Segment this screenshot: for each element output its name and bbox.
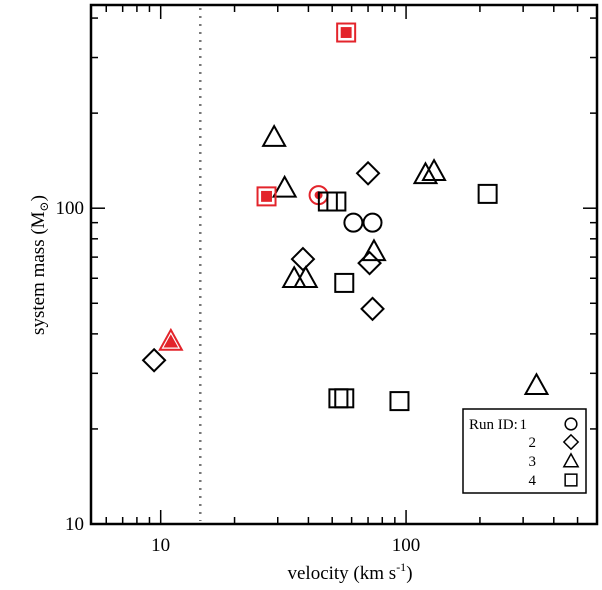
square-marker [334,388,355,409]
highlighted-square-outer [256,186,277,207]
legend-square-marker [564,473,578,487]
x-axis-label-sup: -1 [396,560,406,574]
highlighted-triangle-outer [158,327,184,351]
square-marker [328,388,349,409]
circle-marker [362,212,383,233]
legend-diamond-marker [562,433,580,451]
legend-title: Run ID: [469,417,518,433]
legend-triangle-marker [562,452,580,468]
triangle-marker [271,174,298,198]
x-tick-labels: 10 100 [151,535,420,556]
highlighted-square-inner [261,190,272,202]
x-axis-label-main: velocity (km s [287,563,396,584]
y-tick-label: 10 [65,514,84,535]
y-axis-label: system mass (M⊙) [28,195,51,335]
legend-markers [562,417,580,487]
x-axis-label: velocity (km s-1) [287,560,412,584]
diamond-marker [360,296,385,322]
triangle-marker [293,265,319,289]
triangle-marker [261,123,287,147]
diamond-marker [355,160,381,186]
y-axis-label-sub: ⊙ [37,201,51,211]
x-axis-ticks [105,5,598,524]
square-marker [389,391,410,412]
triangle-marker [421,158,447,181]
x-tick-label: 10 [151,535,170,556]
y-axis-label-close: ) [28,195,49,201]
square-marker [334,272,355,293]
plot-frame [89,3,599,526]
y-tick-label: 100 [56,198,85,219]
legend-label-4: 4 [529,473,537,489]
triangle-marker [523,372,550,396]
square-marker [326,191,347,212]
data-points [141,22,550,412]
x-axis-label-close: ) [406,563,412,584]
legend-label-1: 1 [520,417,528,433]
legend-circle-marker [564,417,578,431]
y-tick-labels: 10 100 [56,198,85,535]
diamond-marker [141,347,167,373]
legend: Run ID: 1 2 3 4 [462,408,587,494]
triangle-marker [361,238,387,262]
highlighted-square-outer [336,22,357,43]
triangle-marker [412,161,439,185]
square-marker [477,183,498,204]
y-axis-label-main: system mass (M [28,211,49,335]
highlighted-square-inner [340,27,352,38]
x-tick-label: 100 [392,535,421,556]
diamond-marker [290,246,316,272]
y-axis-ticks [91,17,597,525]
diamond-marker [357,250,382,276]
circle-marker [343,212,364,233]
legend-label-2: 2 [529,435,537,451]
legend-label-3: 3 [529,454,537,470]
highlighted-triangle-inner [163,334,179,348]
